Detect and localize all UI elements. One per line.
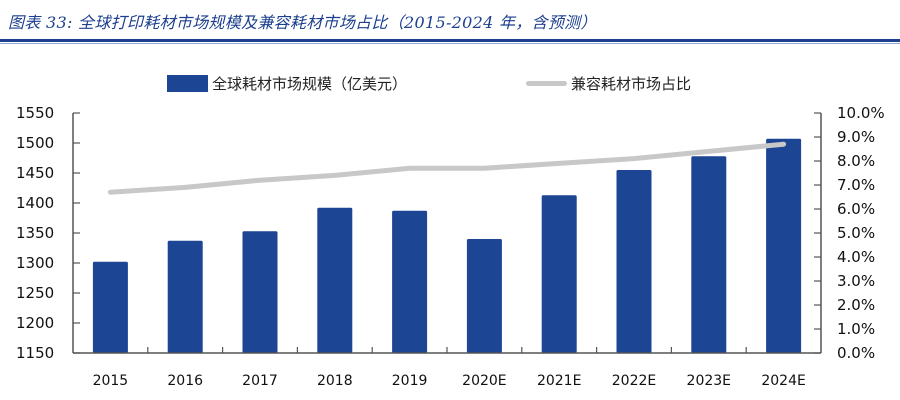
bar-2015 — [92, 261, 128, 353]
y-tick-label-left: 1350 — [16, 224, 54, 242]
y-tick-label-left: 1400 — [16, 194, 54, 212]
x-tick-label: 2020E — [462, 373, 506, 389]
y-tick-label-right: 8.0% — [837, 152, 875, 170]
y-tick-label-left: 1450 — [16, 164, 54, 182]
x-tick-label: 2021E — [537, 373, 581, 389]
y-tick-label-right: 5.0% — [837, 224, 875, 242]
bar-2016 — [167, 240, 203, 353]
y-tick-label-left: 1500 — [16, 134, 54, 152]
bar-2021E — [541, 195, 577, 353]
y-tick-label-right: 2.0% — [837, 296, 875, 314]
y-tick-label-right: 7.0% — [837, 176, 875, 194]
legend-item-bar: 全球耗材市场规模（亿美元） — [167, 73, 407, 94]
legend-item-line: 兼容耗材市场占比 — [526, 73, 691, 94]
x-tick-label: 2022E — [612, 373, 656, 389]
bar-2023E — [691, 156, 727, 353]
legend-line-label: 兼容耗材市场占比 — [571, 75, 692, 93]
bar-2018 — [317, 207, 353, 353]
y-tick-label-left: 1150 — [16, 344, 54, 362]
bar-2024E — [766, 138, 802, 353]
y-tick-label-left: 1250 — [16, 284, 54, 302]
x-tick-label: 2017 — [242, 373, 278, 389]
line-swatch-icon — [526, 81, 567, 86]
y-tick-label-right: 4.0% — [837, 248, 875, 266]
bar-2019 — [392, 210, 428, 353]
x-tick-label: 2023E — [687, 373, 731, 389]
legend: 全球耗材市场规模（亿美元） 兼容耗材市场占比 — [0, 73, 900, 97]
title-divider-light — [0, 43, 900, 44]
bar-swatch-icon — [167, 75, 208, 92]
y-tick-label-right: 3.0% — [837, 272, 875, 290]
y-tick-label-left: 1200 — [16, 314, 54, 332]
x-tick-label: 2019 — [392, 373, 428, 389]
y-tick-label-left: 1300 — [16, 254, 54, 272]
y-tick-label-right: 0.0% — [837, 344, 875, 362]
x-tick-label: 2015 — [93, 373, 129, 389]
bar-2017 — [242, 231, 278, 353]
bar-2020E — [466, 239, 502, 353]
y-tick-label-right: 6.0% — [837, 200, 875, 218]
y-tick-label-left: 1550 — [16, 104, 54, 122]
y-tick-label-right: 9.0% — [837, 128, 875, 146]
x-tick-label: 2024E — [761, 373, 805, 389]
chart-title: 图表 33: 全球打印耗材市场规模及兼容耗材市场占比（2015-2024 年，含… — [8, 13, 597, 32]
title-divider — [0, 39, 900, 42]
y-tick-label-right: 10.0% — [837, 104, 885, 122]
share-line — [107, 141, 787, 195]
legend-bar-label: 全球耗材市场规模（亿美元） — [212, 75, 408, 93]
x-tick-label: 2018 — [317, 373, 353, 389]
bar-2022E — [616, 170, 652, 353]
x-tick-label: 2016 — [167, 373, 203, 389]
y-tick-label-right: 1.0% — [837, 320, 875, 338]
